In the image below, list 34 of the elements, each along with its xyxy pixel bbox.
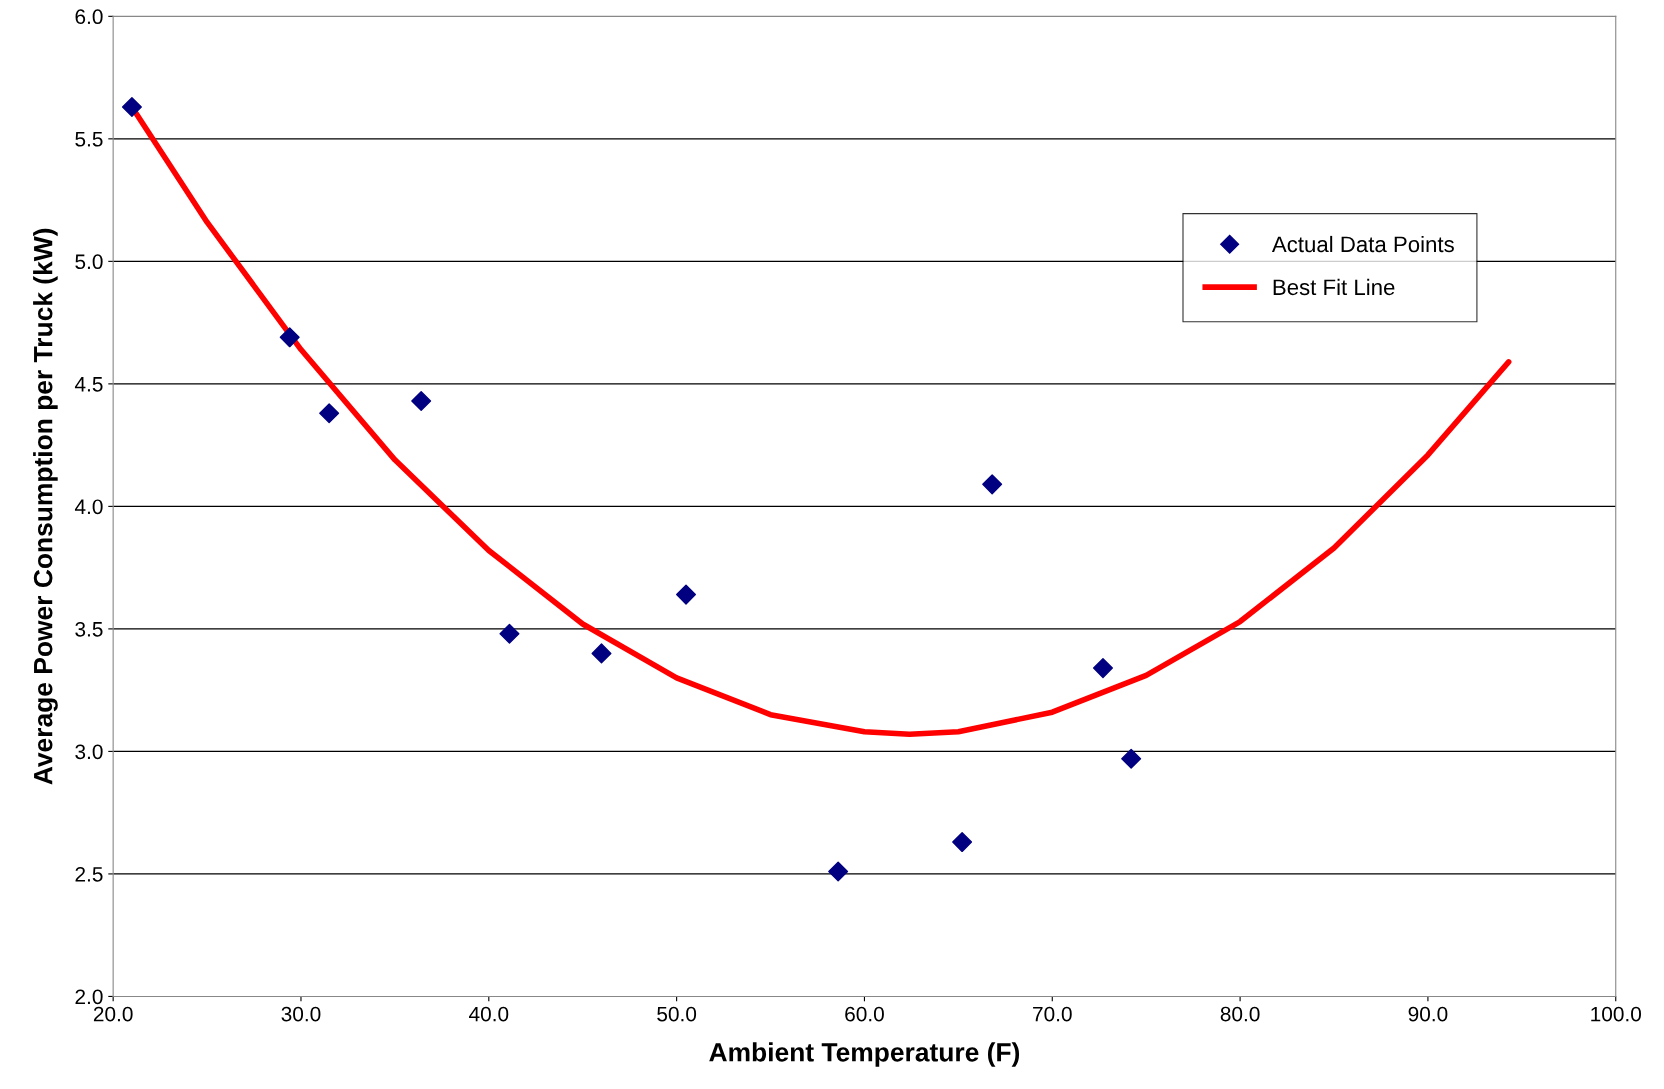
point [499, 623, 520, 644]
x-axis-title: Ambient Temperature (F) [709, 1042, 1020, 1067]
x-tick-label: 70.0 [1033, 1006, 1072, 1022]
point [279, 327, 300, 348]
legend-label: Best Fit Line [1273, 278, 1395, 296]
point [982, 474, 1003, 495]
x-tick-label: 20.0 [93, 1006, 133, 1022]
x-tick-label: 60.0 [845, 1006, 884, 1022]
point [952, 832, 973, 853]
y-tick-label: 4.0 [74, 499, 103, 515]
y-tick-label: 5.5 [75, 132, 103, 147]
point [411, 391, 432, 412]
legend-label: Actual Data Points [1271, 235, 1454, 253]
y-tick-label: 5.0 [75, 254, 103, 270]
y-tick-label: 4.5 [74, 377, 103, 392]
x-tick-label: 40.0 [469, 1006, 509, 1022]
x-tick-label: 80.0 [1220, 1006, 1260, 1022]
point [1092, 658, 1113, 679]
y-tick-label: 3.0 [75, 744, 103, 760]
x-tick-label: 90.0 [1408, 1006, 1448, 1022]
point [591, 643, 612, 664]
y-tick-label: 2.5 [75, 866, 103, 882]
point [828, 861, 849, 882]
y-tick-label: 2.0 [75, 989, 103, 1005]
point [1121, 748, 1142, 769]
x-tick-label: 100.0 [1591, 1006, 1641, 1022]
point [676, 584, 697, 605]
y-axis-title: Average Power Consumption per Truck (kW) [33, 228, 58, 785]
point [121, 96, 142, 118]
point [319, 403, 340, 424]
y-tick-label: 6.0 [75, 9, 103, 25]
x-tick-label: 30.0 [281, 1006, 321, 1022]
x-tick-label: 50.0 [657, 1006, 697, 1022]
y-tick-label: 3.5 [75, 621, 103, 637]
